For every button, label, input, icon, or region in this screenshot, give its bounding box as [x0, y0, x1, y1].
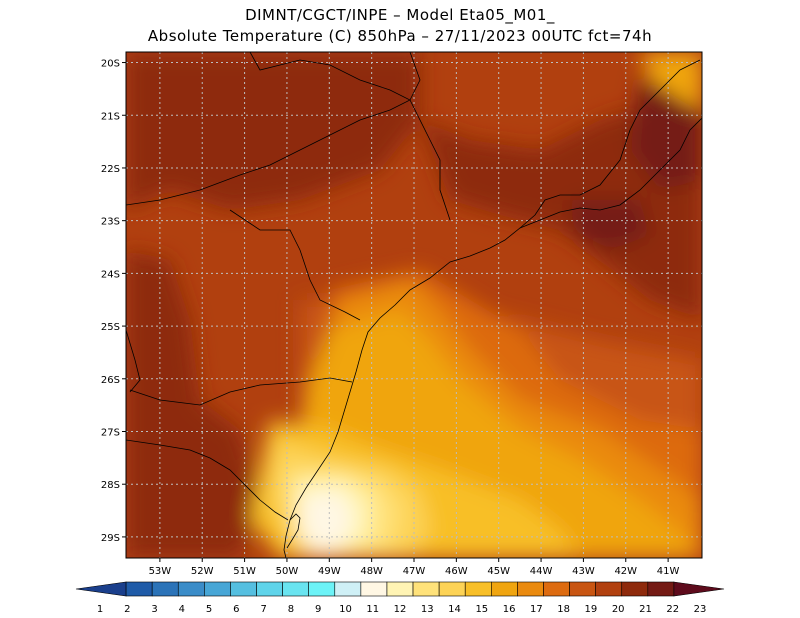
colorbar-swatch	[438, 581, 466, 597]
lon-label: 42W	[614, 566, 637, 577]
colorbar-swatch	[464, 581, 492, 597]
colorbar-swatch	[334, 581, 362, 597]
field-cream	[300, 490, 355, 555]
lon-label: 49W	[318, 566, 341, 577]
state-border-5	[126, 439, 289, 521]
longitude-labels: 53W 52W 51W 50W 49W 48W 47W 46W 45W 44W 43W 42W 41W	[149, 558, 680, 577]
lat-label: 28S	[101, 480, 120, 491]
colorbar-label: 14	[448, 604, 461, 615]
lon-label: 48W	[360, 566, 383, 577]
lon-label: 47W	[403, 566, 426, 577]
field-dark-north	[126, 52, 420, 210]
graticule	[126, 52, 702, 558]
latitude-labels: 20S 21S 22S 23S 24S 25S 26S 27S 28S 29S	[101, 59, 126, 544]
colorbar-label: 20	[612, 604, 625, 615]
lat-label: 21S	[101, 111, 120, 122]
state-border-4	[129, 377, 353, 406]
lon-label: 50W	[276, 566, 299, 577]
coastline	[283, 117, 702, 558]
map-title-line-1: DIMNT/CGCT/INPE – Model Eta05_M01_	[245, 6, 555, 24]
lon-label: 43W	[572, 566, 595, 577]
lat-label: 27S	[101, 428, 120, 439]
lon-label: 45W	[487, 566, 510, 577]
colorbar-label: 10	[339, 604, 352, 615]
colorbar-label: 18	[557, 604, 570, 615]
colorbar-swatch	[673, 581, 725, 597]
colorbar: 1 2 3 4 5 6 7 8 9 10 11 12 13 14 15 16 17 18 19 20 21 22 23	[75, 581, 725, 615]
colorbar-swatch	[151, 581, 179, 597]
colorbar-swatch	[125, 581, 153, 597]
lon-label: 41W	[657, 566, 680, 577]
lat-label: 25S	[101, 322, 120, 333]
colorbar-swatch	[360, 581, 388, 597]
lat-label: 22S	[101, 164, 120, 175]
colorbar-label: 15	[475, 604, 488, 615]
colorbar-swatch	[569, 581, 596, 597]
colorbar-swatch	[517, 581, 544, 597]
state-border-2	[249, 52, 451, 221]
colorbar-label: 9	[315, 604, 321, 615]
lat-label: 23S	[101, 217, 120, 228]
colorbar-label: 21	[639, 604, 652, 615]
map-title-line-2: Absolute Temperature (C) 850hPa – 27/11/…	[147, 27, 653, 45]
lat-label: 29S	[101, 533, 120, 544]
lon-label: 53W	[149, 566, 172, 577]
colorbar-label: 3	[151, 604, 157, 615]
colorbar-swatch	[386, 581, 414, 597]
colorbar-swatch	[412, 581, 440, 597]
colorbar-label: 6	[233, 604, 239, 615]
colorbar-swatch	[75, 581, 127, 597]
se-state-border	[519, 59, 701, 229]
coastline-and-borders	[126, 52, 702, 558]
colorbar-swatch	[308, 581, 336, 597]
colorbar-label: 5	[206, 604, 212, 615]
colorbar-swatch	[595, 581, 623, 597]
colorbar-swatch	[647, 581, 675, 597]
colorbar-swatch	[282, 581, 309, 597]
colorbar-label: 1	[97, 604, 103, 615]
lagoon-shape	[286, 513, 301, 549]
colorbar-label: 22	[666, 604, 679, 615]
state-border-6	[126, 329, 141, 393]
colorbar-label: 16	[503, 604, 516, 615]
colorbar-label: 12	[394, 604, 407, 615]
field-darkest-spot-se	[570, 200, 650, 250]
colorbar-swatch	[491, 581, 518, 597]
lon-label: 51W	[233, 566, 256, 577]
lat-label: 20S	[101, 59, 120, 70]
colorbar-label: 23	[694, 604, 707, 615]
colorbar-swatch	[177, 581, 205, 597]
lon-label: 52W	[191, 566, 214, 577]
colorbar-swatch	[204, 581, 231, 597]
colorbar-label: 4	[179, 604, 185, 615]
colorbar-label: 17	[530, 604, 543, 615]
colorbar-label: 19	[585, 604, 598, 615]
colorbar-swatch	[543, 581, 570, 597]
state-border-1	[126, 52, 421, 206]
colorbar-swatch	[256, 581, 283, 597]
lat-label: 26S	[101, 375, 120, 386]
colorbar-label: 11	[366, 604, 379, 615]
colorbar-swatch	[621, 581, 649, 597]
colorbar-label: 2	[124, 604, 130, 615]
colorbar-label: 7	[260, 604, 266, 615]
colorbar-label: 8	[288, 604, 294, 615]
lon-label: 44W	[530, 566, 553, 577]
lon-label: 46W	[445, 566, 468, 577]
colorbar-label: 13	[421, 604, 434, 615]
state-border-3	[229, 209, 361, 321]
lat-label: 24S	[101, 269, 120, 280]
colorbar-swatch	[230, 581, 257, 597]
